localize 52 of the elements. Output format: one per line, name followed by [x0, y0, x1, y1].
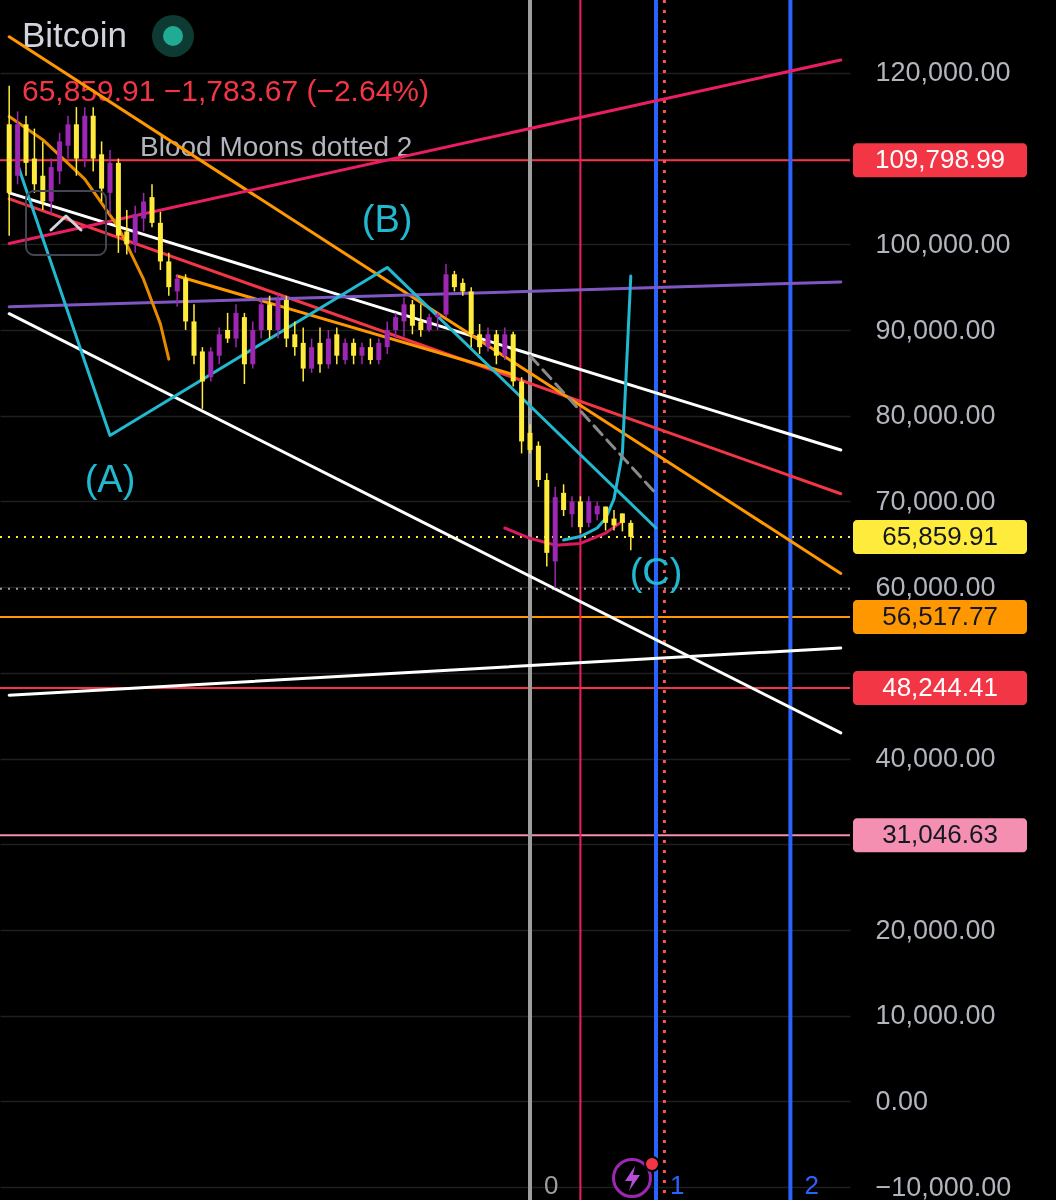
candlestick — [502, 326, 508, 361]
candlestick — [174, 273, 180, 308]
ref-line-label: 109,798.99 — [874, 144, 1006, 175]
candlestick — [527, 423, 533, 455]
candlestick — [141, 192, 147, 233]
candlestick — [367, 337, 373, 366]
ref-line-label: 31,046.63 — [882, 819, 998, 850]
candlestick — [401, 296, 407, 338]
candlestick — [569, 495, 575, 528]
candlestick — [65, 114, 71, 160]
candlestick — [334, 326, 340, 366]
y-tick-label: 100,000.00 — [875, 228, 1011, 259]
candlestick — [477, 323, 483, 355]
candlestick — [292, 320, 298, 357]
candlestick — [309, 337, 315, 374]
candlestick — [594, 500, 600, 522]
y-tick-label: 10,000.00 — [875, 1000, 996, 1031]
y-tick-label: 70,000.00 — [875, 485, 996, 516]
y-tick-label: 20,000.00 — [875, 914, 996, 945]
y-tick-label: 0.00 — [875, 1085, 929, 1116]
candlestick — [485, 326, 491, 353]
candlestick — [342, 337, 348, 366]
candlestick — [317, 326, 323, 374]
candlestick — [351, 337, 357, 366]
candlestick — [418, 303, 424, 338]
ref-line-label: 65,859.91 — [882, 520, 998, 551]
ref-line-label: 48,244.41 — [882, 671, 998, 702]
candlestick — [216, 326, 222, 366]
data-label: (B) — [361, 198, 413, 241]
annotation: 0 — [544, 1170, 559, 1200]
y-tick-label: 80,000.00 — [875, 400, 996, 431]
candlestick — [409, 299, 415, 336]
candlestick — [376, 337, 382, 366]
y-tick-label: 40,000.00 — [875, 743, 996, 774]
data-label: (A) — [84, 458, 136, 501]
candlestick — [384, 320, 390, 355]
candlestick — [493, 329, 499, 366]
candlestick — [359, 342, 365, 366]
chart-title: Bitcoin — [22, 15, 128, 54]
annotation: 1 — [670, 1170, 685, 1200]
candlestick — [561, 483, 567, 517]
candlestick — [393, 312, 399, 340]
ref-line-label: 56,517.77 — [882, 600, 998, 631]
annotation: 2 — [804, 1170, 819, 1200]
candlestick — [124, 209, 130, 256]
candlestick — [451, 270, 457, 293]
y-tick-label: 90,000.00 — [875, 314, 996, 345]
candlestick — [586, 495, 592, 528]
candlestick — [225, 312, 231, 344]
y-tick-label: 120,000.00 — [875, 57, 1011, 88]
y-tick-label: −10,000.00 — [875, 1171, 1012, 1200]
y-tick-label: 60,000.00 — [875, 571, 996, 602]
